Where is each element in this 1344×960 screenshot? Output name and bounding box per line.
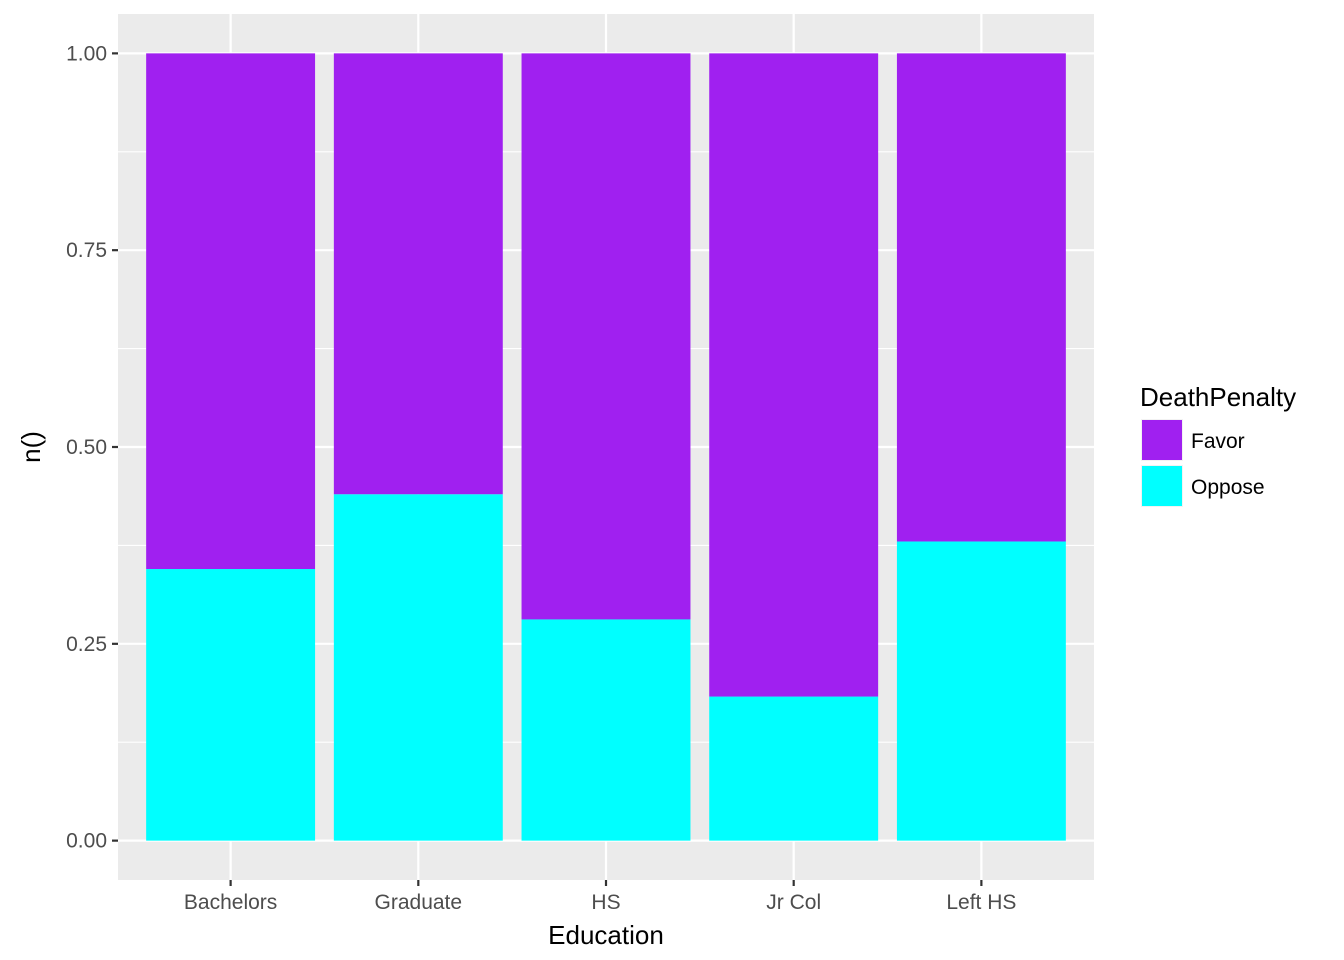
y-tick-label: 0.75 [66, 239, 107, 262]
legend-key-favor [1142, 420, 1182, 460]
bar-oppose-jr-col [709, 696, 879, 841]
x-tick-label: Graduate [375, 891, 463, 914]
legend-title: DeathPenalty [1140, 382, 1296, 412]
y-tick-label: 0.25 [66, 633, 107, 656]
x-tick-label: Left HS [946, 891, 1016, 914]
x-tick-label: Jr Col [766, 891, 821, 914]
bar-oppose-left-hs [896, 541, 1066, 841]
x-axis: Bachelors Graduate HS Jr Col Left HS [184, 880, 1016, 914]
bar-oppose-bachelors [146, 569, 316, 841]
bar-favor-jr-col [709, 53, 879, 697]
legend: DeathPenalty Favor Oppose [1140, 382, 1296, 507]
x-tick-label: HS [591, 891, 620, 914]
y-tick-label: 0.50 [66, 436, 107, 459]
x-axis-title: Education [548, 920, 664, 950]
bar-oppose-graduate [333, 494, 503, 841]
bars [146, 53, 1066, 841]
bar-favor-left-hs [896, 53, 1066, 542]
bar-favor-graduate [333, 53, 503, 495]
y-axis-title: n() [16, 431, 46, 463]
y-axis: 0.00 0.25 0.50 0.75 1.00 [66, 42, 118, 853]
legend-label-favor: Favor [1191, 430, 1245, 453]
bar-favor-hs [521, 53, 691, 620]
legend-label-oppose: Oppose [1191, 476, 1265, 499]
y-tick-label: 0.00 [66, 830, 107, 853]
bar-oppose-hs [521, 619, 691, 841]
legend-key-oppose [1142, 466, 1182, 506]
x-tick-label: Bachelors [184, 891, 277, 914]
y-tick-label: 1.00 [66, 42, 107, 65]
bar-favor-bachelors [146, 53, 316, 570]
